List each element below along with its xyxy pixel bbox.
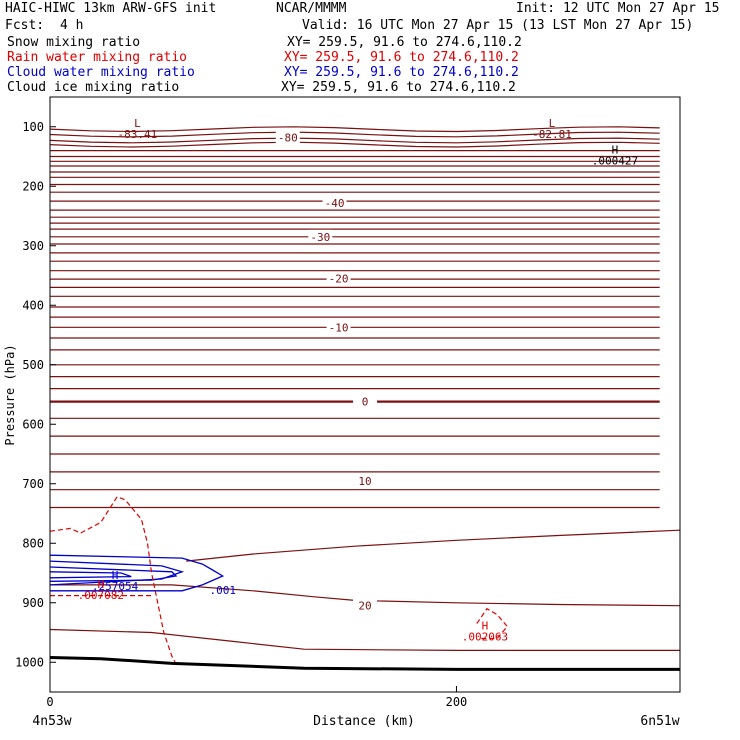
x-tick-label: 0: [46, 695, 53, 709]
temperature-contour: [49, 628, 680, 652]
temperature-contour-label: -10: [329, 321, 349, 334]
cloud-water-contour: [49, 566, 178, 582]
extremum-mark: H: [612, 144, 619, 157]
org-label: NCAR/MMMM: [276, 1, 347, 16]
extremum-mark: H: [482, 620, 489, 633]
field-label-snow: Snow mixing ratio: [7, 35, 141, 50]
field-xy-cloud-ice: XY= 259.5, 91.6 to 274.6,110.2: [281, 80, 516, 95]
y-tick-label: 600: [22, 417, 44, 431]
temperature-contour-label: 10: [358, 475, 371, 488]
temperature-contour: [49, 141, 660, 148]
right-endpoint: 6n51w: [640, 714, 679, 729]
extremum-value: .257054: [92, 580, 139, 593]
extremum-mark: H: [112, 569, 119, 582]
rain-contours: [49, 496, 509, 665]
field-label-cloud-water: Cloud water mixing ratio: [7, 65, 195, 80]
field-xy-cloud-water: XY= 259.5, 91.6 to 274.6,110.2: [284, 65, 519, 80]
extremum-mark: L: [134, 117, 141, 130]
fcst-label: Fcst:: [5, 18, 45, 33]
cloud-water-contour-label: .001: [209, 584, 236, 597]
y-tick-label: 400: [22, 298, 44, 312]
y-tick-label: 1000: [15, 655, 44, 669]
x-axis: 0 200: [46, 686, 467, 709]
y-tick-label: 300: [22, 239, 44, 253]
temperature-contour-label: 0: [362, 396, 369, 409]
temperature-contour-label: -20: [329, 272, 349, 285]
field-label-cloud-ice: Cloud ice mixing ratio: [7, 80, 180, 95]
contour-label-bg: [326, 271, 351, 285]
rain-contour: [49, 496, 177, 665]
y-axis: 100 200 300 400 500 600 700 800 900 1000: [15, 120, 56, 669]
temperature-contour: [49, 137, 660, 144]
contour-label-bg: [353, 473, 377, 487]
temperature-contour-label: -30: [310, 231, 330, 244]
y-tick-label: 900: [22, 596, 44, 610]
y-axis-label: Pressure (hPa): [3, 344, 17, 445]
extremum-value: .000427: [592, 155, 638, 168]
cloud-water-contours: [49, 554, 225, 592]
temperature-contour: [186, 529, 681, 562]
contour-label-bg: [326, 320, 351, 334]
extremum-mark: L: [549, 117, 556, 130]
init-time: Init: 12 UTC Mon 27 Apr 15: [516, 1, 720, 16]
chart-title: HAIC-HIWC 13km ARW-GFS init: [5, 1, 217, 16]
valid-time: Valid: 16 UTC Mon 27 Apr 15 (13 LST Mon …: [302, 18, 694, 33]
y-tick-label: 800: [22, 536, 44, 550]
contour-label-bg: [322, 195, 347, 209]
contour-label-bg: [275, 130, 300, 144]
terrain-line: [49, 656, 680, 671]
field-label-rain: Rain water mixing ratio: [7, 50, 188, 65]
temperature-contour: [49, 126, 660, 133]
extremum-value: .007082: [78, 589, 124, 602]
cloud-water-contour: [49, 554, 225, 592]
field-xy-snow: XY= 259.5, 91.6 to 274.6,110.2: [287, 35, 522, 50]
cloud-water-contour: [49, 571, 132, 579]
extremum-value: .002063: [462, 631, 508, 644]
y-tick-label: 700: [22, 477, 44, 491]
temperature-contour-label: 20: [358, 600, 371, 613]
extremum-value: -83.41: [118, 128, 158, 141]
y-tick-label: 200: [22, 179, 44, 193]
left-endpoint: 4n53w: [32, 714, 71, 729]
temperature-contour: [49, 131, 660, 138]
field-xy-rain: XY= 259.5, 91.6 to 274.6,110.2: [284, 50, 519, 65]
fcst-value: 4 h: [60, 18, 84, 33]
y-tick-label: 100: [22, 120, 44, 134]
temperature-contours: [49, 126, 681, 652]
temperature-contour-label: -80: [278, 131, 298, 144]
contour-labels: -80-40-30-20-1001020L-83.41L-82.81H.0004…: [78, 117, 639, 644]
contour-label-bg: [308, 229, 333, 243]
extremum-mark: H: [97, 578, 104, 591]
contour-label-bg: [353, 598, 377, 612]
x-axis-label: Distance (km): [313, 714, 415, 729]
temperature-contour-label: -40: [325, 197, 345, 210]
plot-frame: [49, 96, 681, 693]
y-tick-label: 500: [22, 358, 44, 372]
contour-label-bg: [353, 394, 377, 408]
extremum-value: -82.81: [532, 128, 572, 141]
x-tick-label: 200: [446, 695, 468, 709]
temperature-contour: [50, 584, 681, 607]
